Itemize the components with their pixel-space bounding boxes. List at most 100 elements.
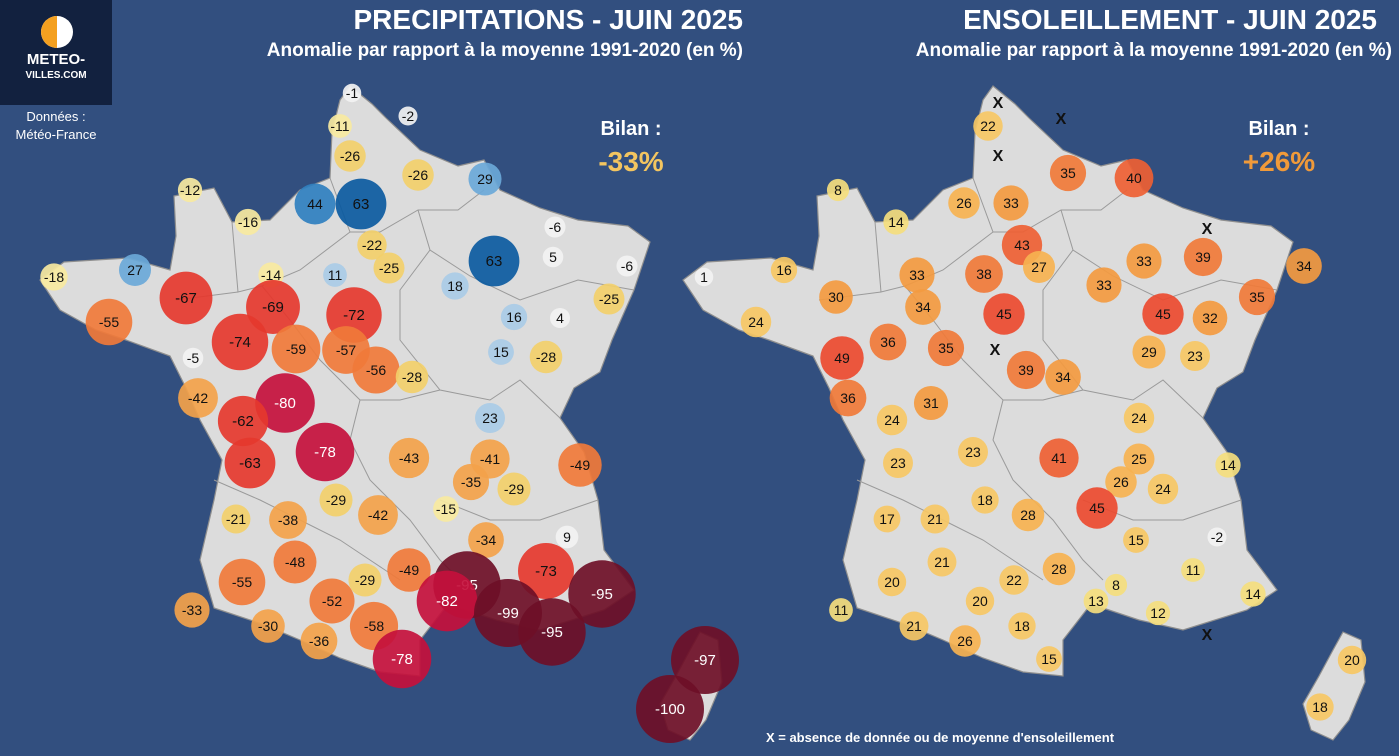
sunshine-value-label: 14 [888, 214, 904, 230]
precip-value-label: -100 [655, 701, 685, 718]
sunshine-marker [770, 256, 798, 284]
precip-marker [177, 177, 203, 203]
sunshine-marker [927, 329, 965, 367]
precip-value-label: 23 [482, 410, 498, 426]
sunshine-marker [877, 567, 907, 597]
sunshine-marker [899, 611, 929, 641]
sunshine-marker [1123, 443, 1155, 475]
precip-value-label: -80 [274, 395, 296, 412]
precip-value-label: -97 [694, 652, 716, 669]
sunshine-marker [1147, 473, 1179, 505]
sunshine-marker [965, 255, 1003, 293]
sunshine-marker [1306, 693, 1334, 721]
precip-marker [295, 422, 355, 482]
sunshine-marker [826, 178, 850, 202]
sunshine-value-label: 23 [1187, 348, 1203, 364]
sunshine-value-label: 14 [1220, 457, 1236, 473]
precip-value-label: 16 [506, 309, 522, 325]
sunshine-value-label: 29 [1141, 344, 1157, 360]
sunshine-value-label: 30 [828, 289, 844, 305]
sunshine-value-label: 18 [977, 492, 993, 508]
precip-value-label: -2 [402, 108, 415, 124]
sunshine-marker [1039, 438, 1079, 478]
precip-marker [497, 472, 531, 506]
sunshine-value-label: 15 [1041, 651, 1057, 667]
precip-value-label: -25 [599, 291, 619, 307]
precip-marker [335, 178, 387, 230]
precip-marker [500, 303, 528, 331]
precip-marker [118, 253, 152, 287]
precip-value-label: -74 [229, 334, 251, 351]
france-land-right [682, 85, 1294, 677]
sunshine-marker [820, 336, 864, 380]
precip-value-label: -95 [591, 586, 613, 603]
precip-marker [373, 252, 405, 284]
sunshine-marker [1049, 154, 1087, 192]
sunshine-value-label: 24 [884, 412, 900, 428]
precip-marker [251, 609, 285, 643]
precip-marker [182, 347, 204, 369]
precip-value-label: -62 [232, 413, 254, 430]
sunshine-value-label: 18 [1014, 618, 1030, 634]
sunshine-value-label: 39 [1018, 362, 1034, 378]
sunshine-value-label: 33 [1136, 253, 1152, 269]
sunshine-value-label: 22 [1006, 572, 1022, 588]
precip-bilan-label: Bilan : [600, 118, 662, 140]
sunshine-marker [999, 565, 1029, 595]
sunshine-value-label: 27 [1031, 259, 1047, 275]
logo-brand-sub: VILLES.COM [25, 70, 87, 81]
missing-data-mark: X [993, 148, 1004, 165]
missing-data-mark: X [993, 95, 1004, 112]
precip-value-label: -16 [238, 214, 258, 230]
precip-value-label: -95 [541, 624, 563, 641]
precip-marker [518, 598, 586, 666]
precip-marker [294, 183, 336, 225]
precip-value-label: -73 [535, 563, 557, 580]
precip-value-label: -72 [343, 307, 365, 324]
sunshine-marker [1006, 350, 1046, 390]
precip-value-label: -29 [326, 492, 346, 508]
sunshine-marker [883, 448, 913, 478]
sunshine-value-label: 17 [879, 511, 895, 527]
sunshine-value-label: 34 [915, 299, 931, 315]
sunshine-marker [1036, 646, 1062, 672]
precip-value-label: 9 [563, 529, 571, 545]
precip-value-label: -6 [621, 258, 634, 274]
precip-value-label: -26 [408, 167, 428, 183]
precip-marker [416, 570, 478, 632]
sunshine-marker [949, 625, 981, 657]
sunshine-value-label: 11 [834, 602, 849, 618]
precip-marker [468, 162, 502, 196]
sunshine-value-label: 28 [1020, 507, 1036, 523]
sunshine-value-label: 34 [1055, 369, 1071, 385]
precip-marker [568, 560, 636, 628]
sunshine-marker [829, 379, 867, 417]
precip-value-label: -34 [476, 532, 496, 548]
sunshine-value-label: 40 [1126, 170, 1142, 186]
sunshine-marker [873, 505, 901, 533]
legend-note: X = absence de donnée ou de moyenne d'en… [765, 730, 1115, 745]
sunshine-value-label: 1 [700, 269, 708, 285]
precip-value-label: -30 [258, 618, 278, 634]
precip-marker [555, 525, 579, 549]
precip-marker [255, 373, 315, 433]
sunshine-value-label: 36 [840, 390, 856, 406]
sunshine-value-label: 31 [923, 395, 939, 411]
precip-value-label: -78 [391, 651, 413, 668]
sunshine-value-label: 33 [1003, 195, 1019, 211]
precip-value-label: -21 [226, 511, 246, 527]
precip-marker [40, 263, 68, 291]
sunshine-value-label: 23 [890, 455, 906, 471]
sunshine-marker [1126, 243, 1162, 279]
precip-value-label: -56 [366, 362, 386, 378]
precip-value-label: -11 [330, 118, 349, 134]
precip-marker [398, 106, 418, 126]
precip-value-label: 29 [477, 171, 493, 187]
sunshine-marker [958, 437, 988, 467]
sunshine-marker [1142, 293, 1184, 335]
sunshine-value-label: 15 [1128, 532, 1144, 548]
precip-marker [549, 307, 571, 329]
sunshine-value-label: 41 [1051, 450, 1067, 466]
sunshine-value-label: 18 [1312, 699, 1328, 715]
sunshine-value-label: 14 [1245, 586, 1261, 602]
